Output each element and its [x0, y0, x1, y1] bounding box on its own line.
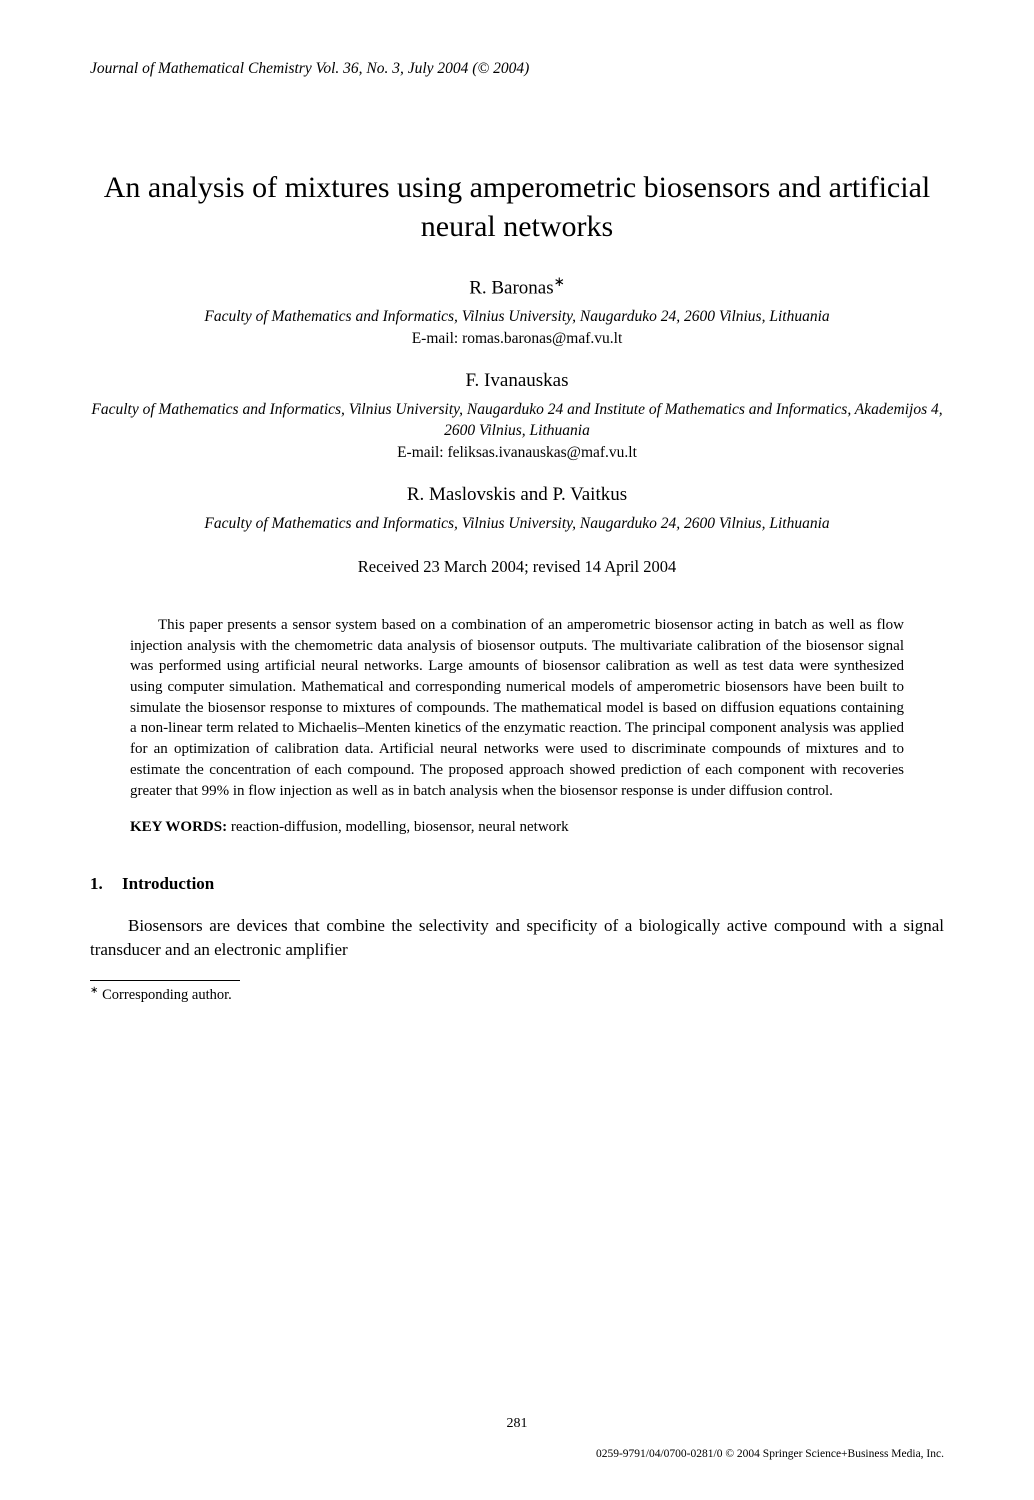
copyright-line: 0259-9791/04/0700-0281/0 © 2004 Springer… [596, 1448, 944, 1460]
footnote-text: Corresponding author. [98, 987, 231, 1003]
keywords-line: KEY WORDS: reaction-diffusion, modelling… [130, 819, 904, 836]
abstract-text: This paper presents a sensor system base… [130, 615, 904, 801]
author-1-text: R. Baronas [469, 277, 553, 298]
section-number: 1. [90, 874, 122, 894]
author-1-affiliation: Faculty of Mathematics and Informatics, … [90, 307, 944, 328]
body-paragraph: Biosensors are devices that combine the … [90, 914, 944, 962]
author-3-affiliation: Faculty of Mathematics and Informatics, … [90, 514, 944, 535]
footnote: ∗ Corresponding author. [90, 985, 944, 1004]
author-1-email: E-mail: romas.baronas@maf.vu.lt [90, 330, 944, 348]
section-title: Introduction [122, 874, 214, 893]
keywords-label: KEY WORDS: [130, 819, 227, 835]
journal-reference: Journal of Mathematical Chemistry Vol. 3… [90, 60, 944, 78]
author-1-star: ∗ [554, 274, 565, 289]
received-dates: Received 23 March 2004; revised 14 April… [90, 557, 944, 577]
footnote-rule [90, 980, 240, 981]
author-2-email: E-mail: feliksas.ivanauskas@maf.vu.lt [90, 444, 944, 462]
section-heading-intro: 1.Introduction [90, 874, 944, 894]
page-number: 281 [0, 1416, 1034, 1432]
author-name-3: R. Maslovskis and P. Vaitkus [90, 484, 944, 506]
author-name-1: R. Baronas∗ [90, 274, 944, 299]
paper-title: An analysis of mixtures using amperometr… [90, 168, 944, 246]
author-name-2: F. Ivanauskas [90, 370, 944, 392]
author-2-affiliation: Faculty of Mathematics and Informatics, … [90, 400, 944, 442]
keywords-value: reaction-diffusion, modelling, biosensor… [227, 819, 569, 835]
